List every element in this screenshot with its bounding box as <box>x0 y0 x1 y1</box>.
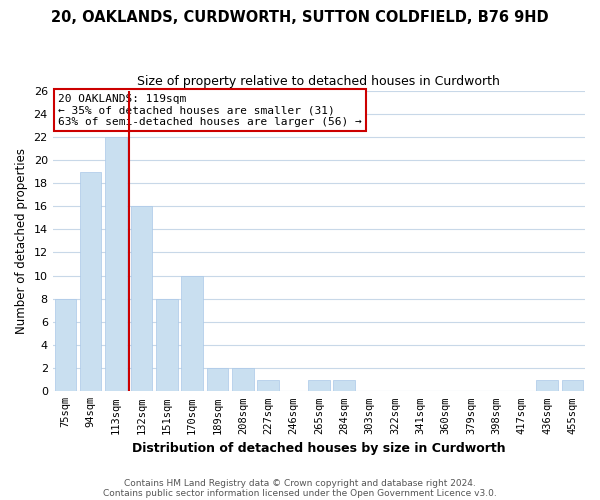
Bar <box>536 380 558 392</box>
Bar <box>334 380 355 392</box>
Bar <box>308 380 329 392</box>
X-axis label: Distribution of detached houses by size in Curdworth: Distribution of detached houses by size … <box>132 442 506 455</box>
Title: Size of property relative to detached houses in Curdworth: Size of property relative to detached ho… <box>137 75 500 88</box>
Bar <box>131 206 152 392</box>
Bar <box>55 299 76 392</box>
Bar <box>80 172 101 392</box>
Bar <box>156 299 178 392</box>
Text: 20, OAKLANDS, CURDWORTH, SUTTON COLDFIELD, B76 9HD: 20, OAKLANDS, CURDWORTH, SUTTON COLDFIEL… <box>51 10 549 25</box>
Bar <box>206 368 228 392</box>
Bar <box>562 380 583 392</box>
Bar <box>257 380 279 392</box>
Text: Contains public sector information licensed under the Open Government Licence v3: Contains public sector information licen… <box>103 488 497 498</box>
Text: Contains HM Land Registry data © Crown copyright and database right 2024.: Contains HM Land Registry data © Crown c… <box>124 478 476 488</box>
Y-axis label: Number of detached properties: Number of detached properties <box>15 148 28 334</box>
Bar <box>105 137 127 392</box>
Bar <box>181 276 203 392</box>
Text: 20 OAKLANDS: 119sqm
← 35% of detached houses are smaller (31)
63% of semi-detach: 20 OAKLANDS: 119sqm ← 35% of detached ho… <box>58 94 362 127</box>
Bar <box>232 368 254 392</box>
